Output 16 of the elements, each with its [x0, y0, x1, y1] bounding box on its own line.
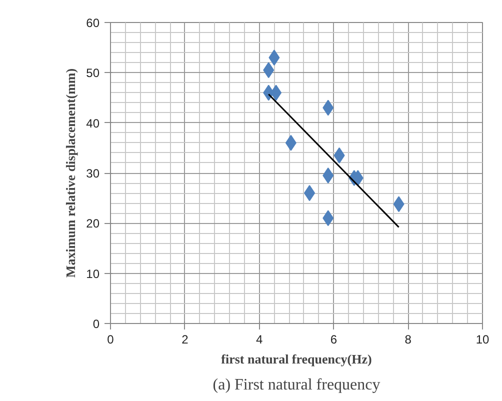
x-tick-label: 6 — [330, 332, 338, 346]
x-tick-label: 8 — [404, 332, 412, 346]
y-tick-label: 20 — [86, 216, 100, 231]
y-tick-label: 10 — [86, 266, 100, 281]
y-axis-title: Maximum relative displacement(mm) — [63, 68, 78, 278]
y-tick-label: 0 — [92, 317, 100, 331]
x-axis-title: first natural frequency(Hz) — [221, 352, 372, 366]
x-tick-label: 0 — [107, 332, 114, 346]
x-tick-label: 2 — [182, 332, 189, 346]
x-tick-label: 4 — [256, 332, 263, 346]
y-tick-label: 40 — [86, 116, 100, 130]
y-tick-label: 30 — [86, 166, 100, 180]
text: (a) First natural frequency — [212, 376, 380, 394]
x-tick-label: 10 — [476, 332, 490, 346]
y-tick-label: 50 — [86, 66, 100, 80]
y-tick-label: 60 — [86, 16, 100, 30]
